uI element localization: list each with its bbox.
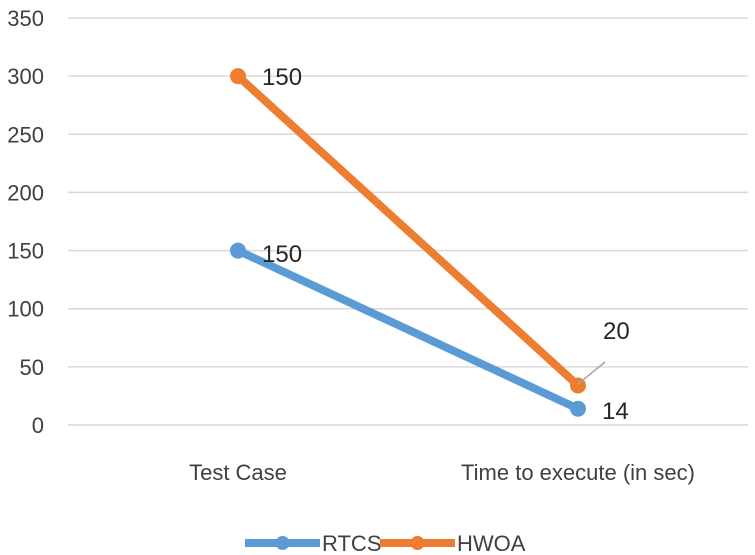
x-category-label: Test Case bbox=[189, 460, 287, 485]
gridlines bbox=[68, 17, 748, 426]
data-point-hwoa bbox=[230, 68, 246, 85]
y-tick-label: 150 bbox=[7, 239, 44, 264]
x-axis-category-labels: Test Case Time to execute (in sec) bbox=[189, 460, 695, 485]
legend: RTCS HWOA bbox=[245, 531, 526, 555]
legend-label-hwoa: HWOA bbox=[457, 531, 526, 555]
y-tick-label: 200 bbox=[7, 180, 44, 205]
series-line-hwoa bbox=[234, 72, 582, 390]
y-tick-label: 0 bbox=[32, 413, 44, 438]
data-labels: 150 14 150 20 bbox=[262, 64, 630, 425]
data-label-rtcs: 14 bbox=[602, 398, 629, 425]
data-point-rtcs bbox=[570, 400, 586, 417]
y-tick-label: 350 bbox=[7, 6, 44, 31]
data-point-rtcs bbox=[230, 242, 246, 259]
y-tick-label: 100 bbox=[7, 297, 44, 322]
data-label-hwoa: 20 bbox=[603, 318, 630, 345]
legend-label-rtcs: RTCS bbox=[322, 531, 382, 555]
y-tick-label: 300 bbox=[7, 64, 44, 89]
legend-marker-hwoa bbox=[410, 536, 425, 550]
data-label-leader-line bbox=[577, 361, 606, 385]
series-line-rtcs bbox=[234, 246, 582, 413]
y-axis-tick-labels: 0 50 100 150 200 250 300 350 bbox=[7, 6, 44, 438]
x-category-label: Time to execute (in sec) bbox=[461, 460, 695, 485]
series-lines bbox=[230, 68, 586, 417]
y-tick-label: 50 bbox=[20, 355, 44, 380]
legend-marker-rtcs bbox=[275, 536, 290, 550]
y-tick-label: 250 bbox=[7, 122, 44, 147]
data-label-rtcs: 150 bbox=[262, 241, 302, 268]
data-label-hwoa: 150 bbox=[262, 64, 302, 91]
